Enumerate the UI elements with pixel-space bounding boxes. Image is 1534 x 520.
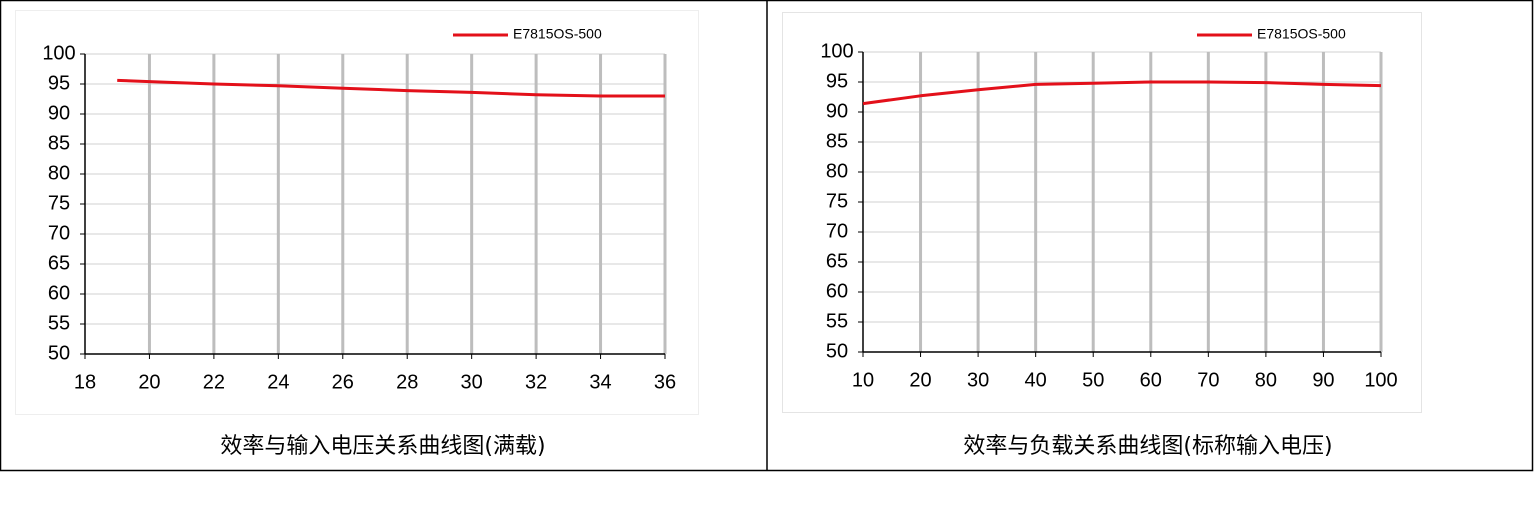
x-tick-label: 36 (654, 371, 676, 393)
chart-caption: 效率与输入电压关系曲线图(满载) (220, 434, 545, 459)
y-tick-label: 70 (48, 222, 70, 244)
x-tick-label: 26 (332, 371, 354, 393)
x-tick-label: 30 (967, 369, 989, 391)
y-tick-label: 85 (48, 132, 70, 154)
y-tick-label: 90 (826, 100, 848, 122)
x-tick-label: 20 (909, 369, 931, 391)
y-tick-label: 80 (826, 160, 848, 182)
y-tick-label: 100 (42, 42, 75, 64)
x-tick-label: 24 (267, 371, 289, 393)
x-tick-label: 90 (1312, 369, 1334, 391)
series-line (862, 80, 1382, 106)
y-tick-label: 95 (48, 72, 70, 94)
y-tick-label: 75 (48, 192, 70, 214)
x-tick-label: 50 (1082, 369, 1104, 391)
chart-area (15, 10, 699, 415)
x-tick-label: 10 (852, 369, 874, 391)
y-tick-label: 85 (826, 130, 848, 152)
x-tick-label: 34 (589, 371, 611, 393)
x-tick-label: 30 (461, 371, 483, 393)
y-tick-label: 60 (826, 280, 848, 302)
legend-label: E7815OS-500 (1257, 26, 1346, 42)
x-tick-label: 18 (74, 371, 96, 393)
y-tick-label: 75 (826, 190, 848, 212)
x-tick-label: 22 (203, 371, 225, 393)
x-tick-label: 40 (1025, 369, 1047, 391)
y-tick-label: 60 (48, 282, 70, 304)
y-tick-label: 65 (826, 250, 848, 272)
x-tick-label: 80 (1255, 369, 1277, 391)
y-tick-label: 80 (48, 162, 70, 184)
y-tick-label: 50 (826, 340, 848, 362)
chart-area (782, 12, 1422, 413)
y-tick-label: 55 (826, 310, 848, 332)
x-tick-label: 100 (1364, 369, 1397, 391)
y-tick-label: 95 (826, 70, 848, 92)
y-tick-label: 70 (826, 220, 848, 242)
x-tick-label: 28 (396, 371, 418, 393)
y-tick-label: 65 (48, 252, 70, 274)
chart-caption: 效率与负载关系曲线图(标称输入电压) (963, 434, 1332, 459)
x-tick-label: 70 (1197, 369, 1219, 391)
y-tick-label: 50 (48, 342, 70, 364)
x-tick-label: 20 (138, 371, 160, 393)
legend-label: E7815OS-500 (513, 26, 602, 42)
x-tick-label: 60 (1140, 369, 1162, 391)
y-tick-label: 100 (820, 40, 853, 62)
series-line (117, 78, 665, 98)
y-tick-label: 90 (48, 102, 70, 124)
y-tick-label: 55 (48, 312, 70, 334)
x-tick-label: 32 (525, 371, 547, 393)
